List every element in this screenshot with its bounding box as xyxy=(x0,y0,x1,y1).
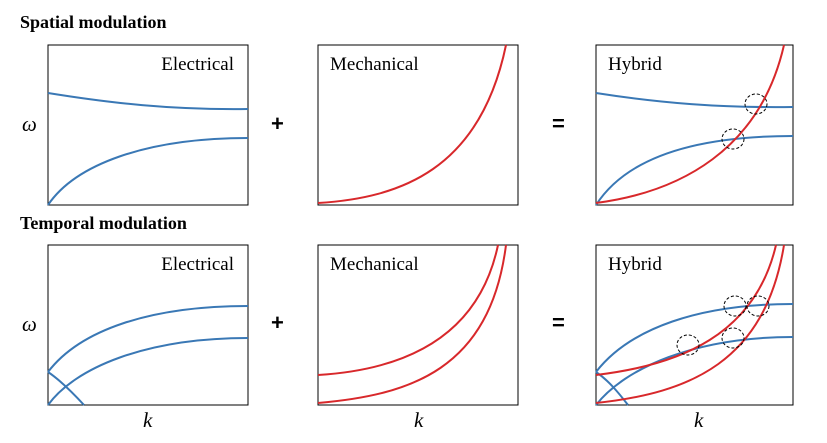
crossing-marker xyxy=(676,334,700,356)
upper-mechanical-band xyxy=(595,244,777,376)
upper-electrical-band xyxy=(595,303,794,373)
spatial-modulation-heading: Spatial modulation xyxy=(20,12,167,32)
panel-label-mechanical: Mechanical xyxy=(330,54,419,75)
lower-electrical-band xyxy=(47,137,249,206)
panel-temporal-hybrid: Hybrid xyxy=(595,244,794,406)
panel-frame xyxy=(47,244,249,406)
k-axis-label-left: k xyxy=(143,408,153,432)
crossing-marker xyxy=(723,295,747,317)
lower-electrical-band xyxy=(595,336,794,406)
folded-electrical-band xyxy=(47,371,85,406)
panel-label-electrical: Electrical xyxy=(161,54,234,75)
plus-operator-row1: + xyxy=(271,111,284,136)
panel-label-hybrid: Hybrid xyxy=(608,54,662,75)
panel-frame xyxy=(595,44,794,206)
crossing-marker xyxy=(744,93,768,115)
panel-frame xyxy=(595,244,794,406)
k-axis-label-middle: k xyxy=(414,408,424,432)
panel-label-electrical: Electrical xyxy=(161,254,234,275)
panel-label-hybrid: Hybrid xyxy=(608,254,662,275)
mechanical-band xyxy=(317,44,507,204)
k-axis-label-right: k xyxy=(694,408,704,432)
panel-frame xyxy=(317,44,519,206)
crossing-marker xyxy=(746,295,770,317)
upper-electrical-band xyxy=(47,305,249,373)
panel-spatial-electrical: Electrical xyxy=(47,44,249,206)
panel-frame xyxy=(47,44,249,206)
lower-mechanical-band xyxy=(595,244,785,404)
plus-operator-row2: + xyxy=(271,310,284,335)
panel-frame xyxy=(317,244,519,406)
panel-spatial-hybrid: Hybrid xyxy=(595,44,794,206)
lower-electrical-band xyxy=(47,337,249,406)
panel-temporal-mechanical: Mechanical xyxy=(317,244,519,406)
equals-operator-row1: = xyxy=(552,111,565,136)
temporal-modulation-heading: Temporal modulation xyxy=(20,213,187,233)
equals-operator-row2: = xyxy=(552,310,565,335)
omega-axis-label-row2: ω xyxy=(22,312,37,336)
crossing-marker xyxy=(721,128,745,150)
upper-electrical-band xyxy=(595,92,794,109)
lower-electrical-band xyxy=(595,135,794,206)
upper-electrical-band xyxy=(47,92,249,111)
panel-spatial-mechanical: Mechanical xyxy=(317,44,519,206)
mechanical-band xyxy=(595,44,785,204)
panel-temporal-electrical: Electrical xyxy=(47,244,249,406)
crossing-marker xyxy=(721,327,745,349)
panel-label-mechanical: Mechanical xyxy=(330,254,419,275)
upper-mechanical-band xyxy=(317,244,499,376)
omega-axis-label-row1: ω xyxy=(22,112,37,136)
lower-mechanical-band xyxy=(317,244,507,404)
